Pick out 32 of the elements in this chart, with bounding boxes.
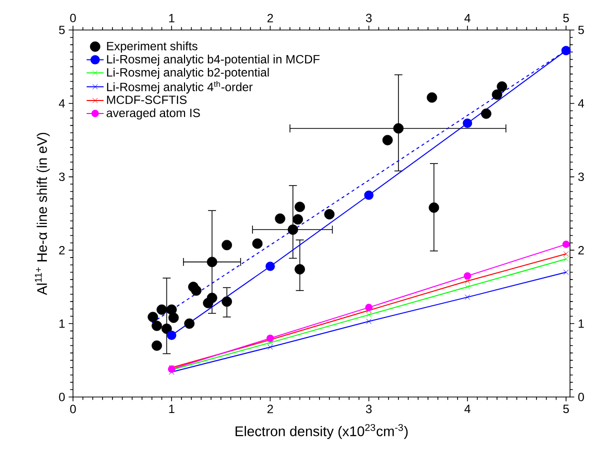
legend-label: Li-Rosmej analytic 4$^{th}$-order	[107, 80, 253, 94]
y2-tick-label: 0	[578, 392, 584, 402]
y-tick-label: 0	[59, 392, 65, 402]
y-tick-label: 1	[59, 319, 65, 328]
x2-tick-label: 4	[464, 404, 470, 413]
y-tick-label: 5	[59, 26, 65, 34]
x2-tick-label: 1	[169, 404, 174, 413]
y2-tick-label: 4	[578, 99, 584, 108]
y-tick-label: 2	[59, 246, 65, 254]
y2-tick-label: 5	[578, 26, 584, 34]
legend-label: averaged atom IS	[106, 108, 200, 120]
x-axis-title: Electron density (x10$^{23}$cm$^{-3}$)	[236, 424, 408, 439]
legend-label: Li-Rosmej analytic b2-potential	[107, 68, 269, 79]
y-tick-label: 4	[58, 99, 65, 108]
y2-tick-label: 1	[578, 319, 584, 328]
x-tick-label: 1	[169, 14, 174, 22]
x-tick-label: 3	[366, 14, 372, 22]
x-tick-label: 4	[464, 14, 470, 22]
x-tick-label: 5	[563, 14, 569, 22]
x-tick-label: 0	[70, 14, 76, 22]
y2-tick-label: 3	[578, 172, 584, 182]
legend-label: Li-Rosmej analytic b4-potential in MCDF	[107, 54, 320, 66]
x2-tick-label: 2	[267, 404, 273, 414]
y-axis-title: Al$^{11+}$ He-α line shift (in eV)	[34, 132, 50, 296]
y2-tick-label: 2	[578, 246, 584, 254]
x-tick-label: 2	[267, 14, 273, 22]
legend-label: Experiment shifts	[107, 42, 198, 53]
x2-tick-label: 0	[70, 404, 76, 414]
legend-label: MCDF-SCFTIS	[107, 96, 187, 104]
x2-tick-label: 3	[366, 404, 372, 414]
y-tick-label: 3	[59, 172, 65, 182]
x2-tick-label: 5	[563, 404, 569, 414]
